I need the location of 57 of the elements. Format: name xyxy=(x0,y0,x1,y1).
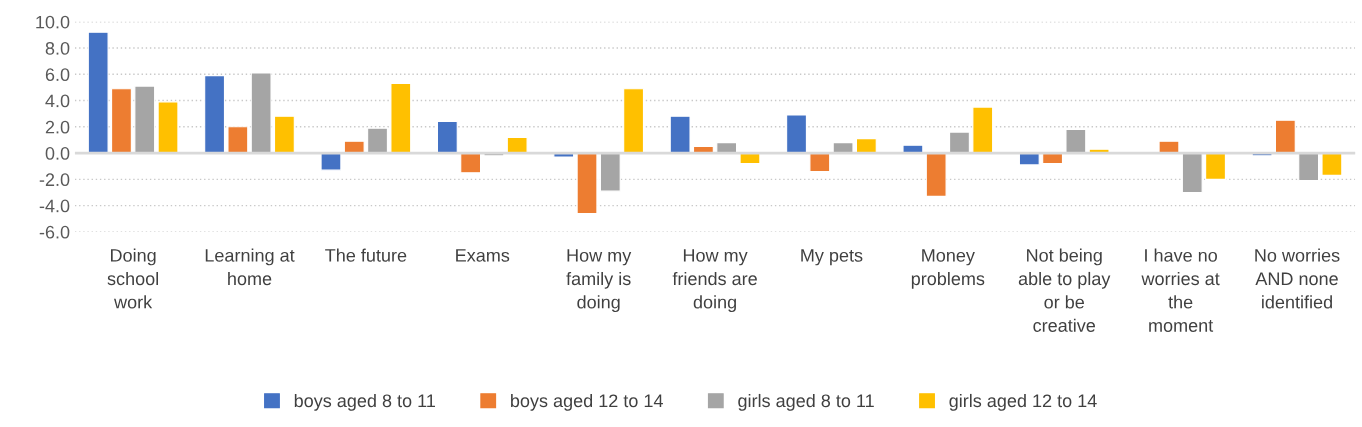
bar xyxy=(134,85,156,154)
bar xyxy=(390,82,412,154)
x-tick-label: My pets xyxy=(801,249,863,266)
bar xyxy=(1065,128,1087,154)
bar xyxy=(111,88,132,154)
bar xyxy=(204,75,226,154)
bar xyxy=(436,121,458,154)
bar xyxy=(1205,152,1226,180)
bar xyxy=(599,152,621,192)
bar xyxy=(227,126,249,154)
bar xyxy=(506,136,528,154)
legend-label: boys aged 12 to 14 xyxy=(511,393,663,411)
x-tick-label: The future xyxy=(325,248,407,262)
bar xyxy=(367,127,388,154)
bar xyxy=(1181,152,1203,194)
bar xyxy=(855,138,877,154)
y-tick-label: 2.0 xyxy=(45,120,70,134)
bar xyxy=(1298,152,1320,182)
bar xyxy=(250,72,272,154)
x-tick-label: I have no worries at the moment xyxy=(1141,248,1220,332)
legend-label: boys aged 8 to 11 xyxy=(294,393,435,411)
bar xyxy=(157,101,179,154)
bar xyxy=(273,115,295,154)
y-tick-label: 6.0 xyxy=(45,68,70,82)
bar xyxy=(87,31,109,154)
bar xyxy=(460,152,482,174)
x-tick-label: How my friends are doing xyxy=(672,249,757,313)
bar xyxy=(949,131,970,154)
x-tick-label: Exams xyxy=(456,249,510,262)
bar xyxy=(925,152,947,197)
bar xyxy=(739,152,761,165)
legend-label: girls aged 12 to 14 xyxy=(949,393,1097,411)
x-tick-label: How my family is doing xyxy=(566,249,632,313)
y-tick-label: -6.0 xyxy=(39,225,70,239)
x-tick-label: Doing school work xyxy=(107,248,158,309)
bar xyxy=(1274,119,1296,154)
bar xyxy=(809,152,831,173)
y-tick-label: -4.0 xyxy=(39,199,70,213)
bar xyxy=(1158,140,1180,154)
bar xyxy=(623,88,645,154)
bar xyxy=(972,106,994,154)
bar xyxy=(320,152,342,171)
bar xyxy=(1018,152,1040,166)
y-tick-label: 0.0 xyxy=(45,147,70,160)
y-tick-label: -2.0 xyxy=(39,173,70,187)
y-tick-label: 4.0 xyxy=(45,94,70,108)
x-tick-label: Learning at home xyxy=(205,248,295,286)
x-tick-label: Not being able to play or be creative xyxy=(1018,248,1111,332)
bar xyxy=(1321,152,1343,176)
y-tick-label: 10.0 xyxy=(36,15,70,29)
bar xyxy=(576,152,598,215)
x-tick-label: No worries AND none identified xyxy=(1255,248,1340,309)
y-tick-label: 8.0 xyxy=(45,41,70,55)
x-tick-label: Money problems xyxy=(911,249,985,289)
bar xyxy=(669,115,691,154)
bar xyxy=(786,114,807,154)
legend-label: girls aged 8 to 11 xyxy=(738,393,874,411)
